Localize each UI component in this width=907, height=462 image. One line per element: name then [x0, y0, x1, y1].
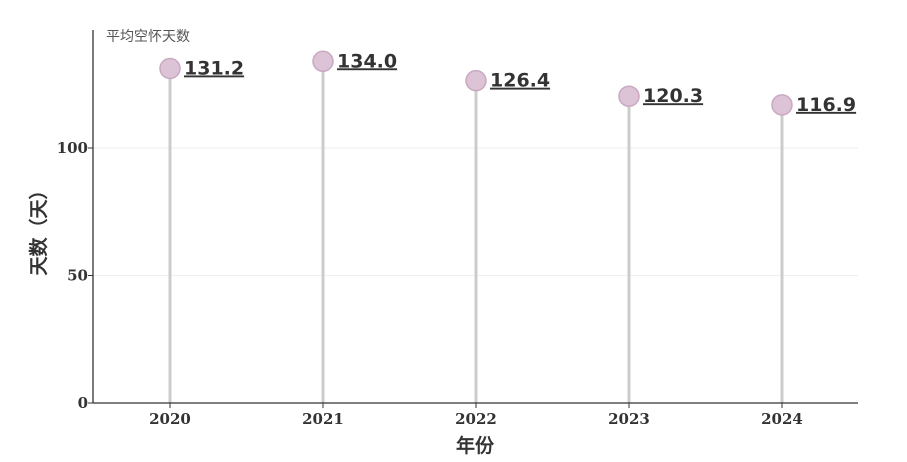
value-label-2021: 134.0: [337, 50, 397, 72]
value-label-2024: 116.9: [796, 94, 856, 116]
value-labels: 131.2 134.0 126.4 120.3 116.9: [184, 50, 856, 116]
marker-2020: [159, 57, 181, 80]
x-tick-label: 2021: [302, 410, 344, 428]
value-label-2020: 131.2: [184, 57, 244, 79]
marker-2021: [312, 50, 334, 73]
x-axis-title: 年份: [456, 434, 495, 457]
x-tick-label: 2023: [608, 410, 650, 428]
x-tick-labels: 2020 2021 2022 2023 2024: [149, 403, 803, 428]
stems: [168, 61, 784, 403]
y-tick-label: 100: [57, 139, 88, 157]
value-label-2022: 126.4: [490, 70, 550, 92]
x-tick-label: 2022: [455, 410, 497, 428]
markers: [159, 50, 793, 116]
marker-2022: [465, 69, 487, 92]
x-tick-label: 2020: [149, 410, 191, 428]
marker-2024: [771, 94, 793, 116]
value-label-2023: 120.3: [643, 85, 703, 107]
y-tick-labels: 0 50 100: [57, 139, 93, 412]
y-tick-label: 0: [78, 394, 88, 412]
y-axis-title: 天数（天）: [27, 180, 50, 275]
series-legend-label: 平均空怀天数: [106, 29, 190, 45]
y-tick-label: 50: [67, 267, 88, 285]
marker-2023: [618, 85, 640, 107]
x-tick-label: 2024: [761, 410, 803, 428]
